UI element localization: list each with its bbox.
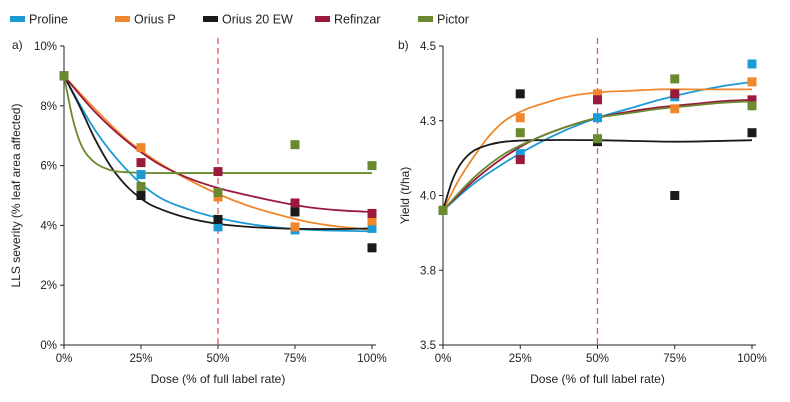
x-tick-label: 75% bbox=[663, 353, 686, 365]
legend-label-proline: Proline bbox=[29, 13, 68, 27]
data-point-orius-p bbox=[515, 113, 525, 123]
x-tick-label: 0% bbox=[435, 353, 452, 365]
data-point-refinzar bbox=[367, 208, 377, 218]
data-point-refinzar bbox=[593, 95, 602, 105]
y-tick-label: 6% bbox=[40, 161, 57, 173]
data-point-orius-20-ew bbox=[367, 243, 377, 253]
legend-swatch-proline bbox=[10, 16, 25, 22]
x-tick-label: 25% bbox=[509, 353, 532, 365]
x-tick-label: 50% bbox=[586, 353, 609, 365]
data-point-refinzar bbox=[290, 198, 300, 208]
y-axis-title: Yield (t/ha) bbox=[398, 167, 412, 225]
panel-label: b) bbox=[398, 38, 409, 52]
y-tick-label: 10% bbox=[34, 41, 57, 53]
x-axis-title: Dose (% of full label rate) bbox=[151, 372, 286, 386]
data-point-orius-20-ew bbox=[136, 191, 146, 200]
fit-curve-orius-20-ew bbox=[442, 139, 753, 211]
data-point-pictor bbox=[367, 161, 377, 171]
fit-curve-pictor bbox=[63, 75, 372, 175]
y-tick-label: 2% bbox=[40, 280, 57, 292]
x-axis-title: Dose (% of full label rate) bbox=[530, 372, 665, 386]
y-tick-label: 8% bbox=[40, 101, 57, 113]
x-tick-label: 0% bbox=[56, 353, 73, 365]
legend-label-pictor: Pictor bbox=[437, 13, 469, 27]
data-point-pictor bbox=[747, 101, 757, 111]
y-tick-label: 3.8 bbox=[420, 265, 436, 277]
data-point-orius-p bbox=[290, 222, 300, 232]
data-point-orius-p bbox=[136, 143, 146, 153]
legend-swatch-refinzar bbox=[315, 16, 330, 22]
data-point-pictor bbox=[213, 188, 223, 198]
data-point-orius-p bbox=[747, 77, 757, 87]
panel-b-yield-chart: 3.5 3.8 4.0 4.3 4.5 0% 25% 50% 75% 100% b) Dose (% … bbox=[398, 38, 767, 386]
x-tick-label: 50% bbox=[206, 353, 229, 365]
data-point-pictor bbox=[438, 205, 448, 215]
legend: Proline Orius P Orius 20 EW Refinzar Pictor bbox=[10, 13, 469, 27]
data-point-proline bbox=[136, 170, 146, 180]
data-point-pictor bbox=[290, 140, 300, 150]
data-point-refinzar bbox=[747, 95, 757, 105]
data-point-proline bbox=[213, 222, 223, 232]
data-point-orius-p bbox=[367, 216, 377, 226]
data-point-refinzar bbox=[670, 89, 680, 99]
data-point-refinzar bbox=[515, 155, 525, 165]
y-tick-label: 4.3 bbox=[420, 116, 436, 128]
x-tick-label: 100% bbox=[737, 353, 766, 365]
data-point-pictor bbox=[136, 182, 146, 192]
fit-curve-orius-20-ew bbox=[63, 75, 373, 230]
legend-label-refinzar: Refinzar bbox=[334, 13, 381, 27]
data-point-proline bbox=[515, 149, 525, 159]
data-point-proline bbox=[367, 223, 377, 233]
data-point-proline bbox=[593, 113, 602, 123]
panel-a-severity-chart: 0% 2% 4% 6% 8% 10% 0% 25% 50% 75% 100% a) Dose (% of… bbox=[9, 38, 387, 386]
data-point-pictor bbox=[593, 134, 602, 144]
data-point-pictor bbox=[515, 128, 525, 138]
x-tick-label: 75% bbox=[283, 353, 306, 365]
fit-curve-orius-p bbox=[442, 88, 752, 211]
panel-label: a) bbox=[12, 38, 23, 52]
x-tick-label: 100% bbox=[357, 353, 386, 365]
data-point-orius-20-ew bbox=[670, 191, 680, 200]
data-point-orius-20-ew bbox=[747, 128, 757, 138]
legend-label-orius-20-ew: Orius 20 EW bbox=[222, 13, 293, 27]
y-tick-label: 3.5 bbox=[420, 340, 436, 352]
data-point-refinzar bbox=[136, 158, 146, 168]
data-point-orius-20-ew bbox=[290, 207, 300, 217]
data-point-orius-p bbox=[670, 104, 680, 114]
legend-swatch-orius-p bbox=[115, 16, 130, 22]
y-tick-label: 0% bbox=[40, 340, 57, 352]
data-point-refinzar bbox=[213, 167, 223, 177]
data-point-pictor bbox=[670, 74, 680, 84]
x-tick-label: 25% bbox=[129, 353, 152, 365]
legend-label-orius-p: Orius P bbox=[134, 13, 176, 27]
y-tick-label: 4.0 bbox=[420, 191, 436, 203]
data-point-orius-20-ew bbox=[213, 214, 223, 224]
data-point-orius-p bbox=[593, 89, 602, 99]
legend-swatch-pictor bbox=[418, 16, 433, 22]
y-tick-label: 4.5 bbox=[420, 41, 436, 53]
data-point-pictor bbox=[59, 71, 69, 81]
y-axis-title: LLS severity (% leaf area affected) bbox=[9, 104, 23, 288]
y-tick-label: 4% bbox=[40, 220, 57, 232]
data-point-proline bbox=[747, 59, 757, 69]
data-point-orius-20-ew bbox=[515, 89, 525, 99]
legend-swatch-orius-20-ew bbox=[203, 16, 218, 22]
